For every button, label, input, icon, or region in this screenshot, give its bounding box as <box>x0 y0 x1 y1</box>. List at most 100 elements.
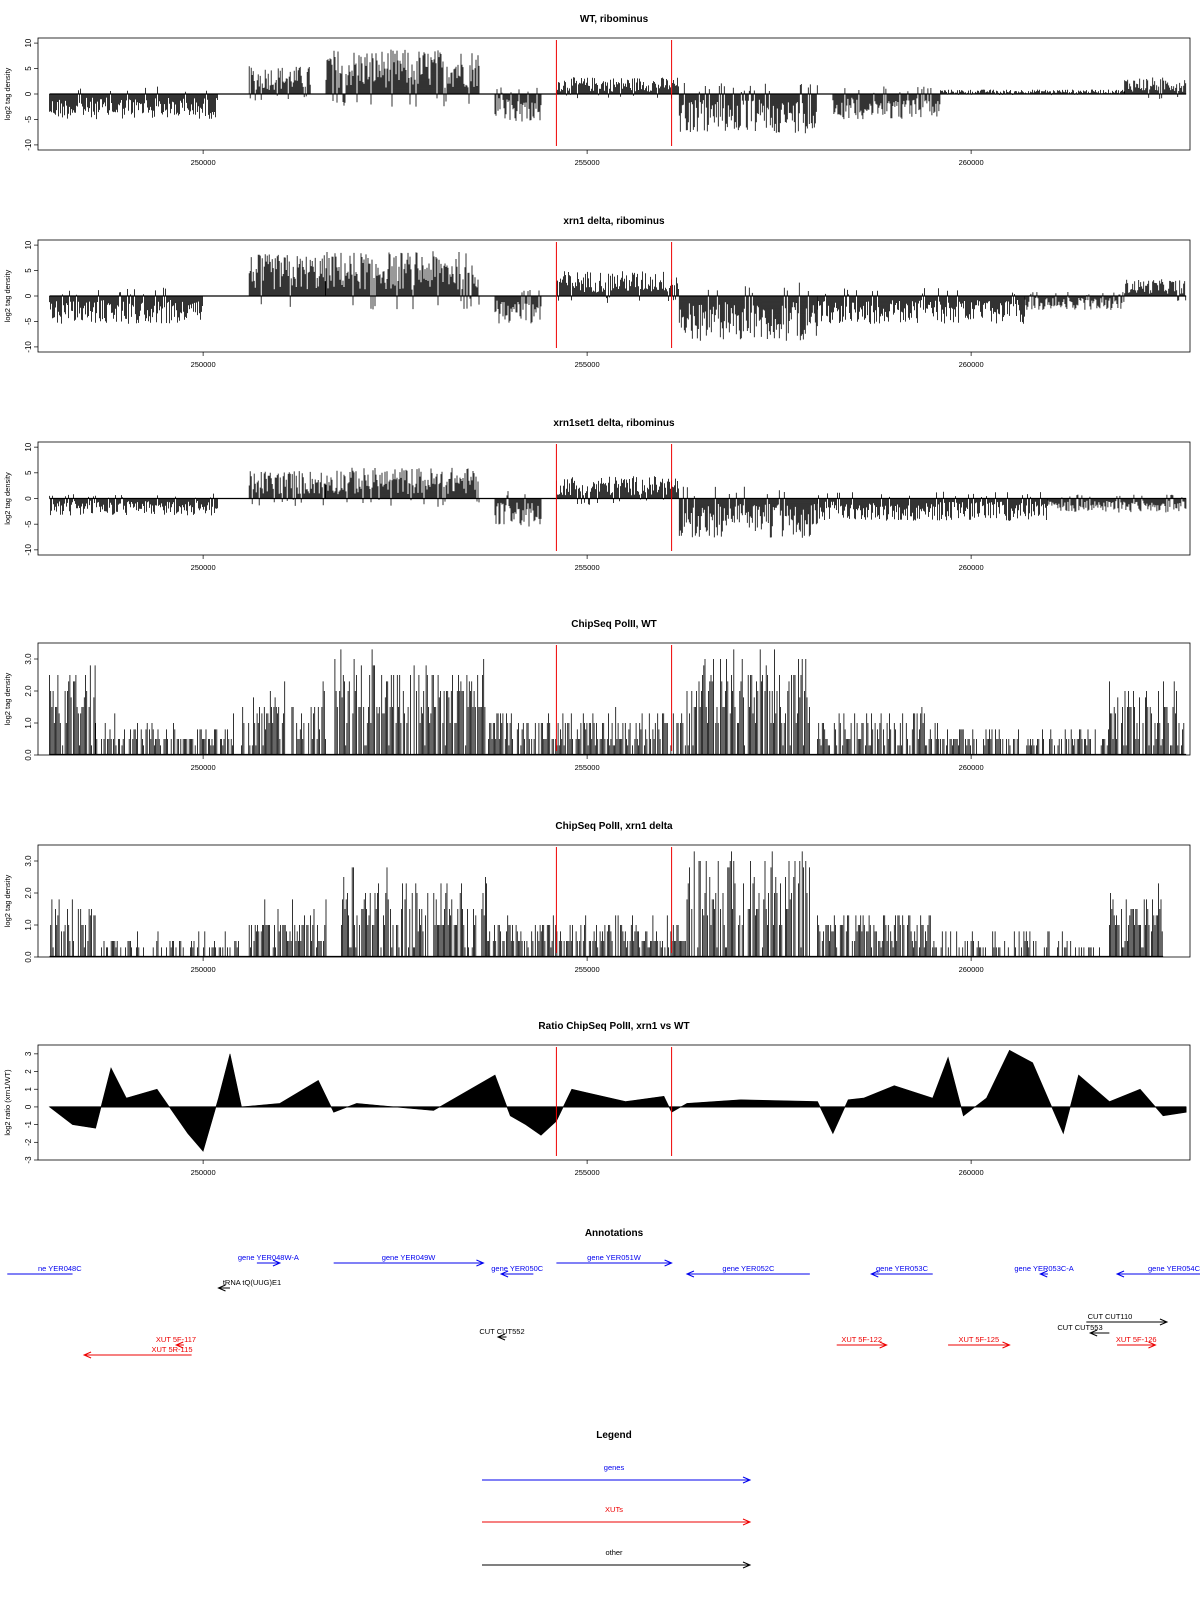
arrow-head <box>476 1259 485 1267</box>
x-tick-label: 250000 <box>191 360 216 369</box>
y-tick-label: 2 <box>24 1069 33 1074</box>
y-tick-label: 2.0 <box>24 685 33 697</box>
feature-gene: gene YER053C <box>870 1264 933 1278</box>
y-tick-label: 1.0 <box>24 717 33 729</box>
y-axis-label: log2 tag density <box>3 472 12 525</box>
feature-gene: gene YER048W-A <box>238 1253 299 1267</box>
chart-title: xrn1set1 delta, ribominus <box>553 418 675 429</box>
arrow-head <box>1148 1341 1157 1349</box>
feature-gene: gene YER050C <box>491 1264 544 1278</box>
feature-other: CUT CUT553 <box>1057 1323 1110 1337</box>
x-tick-label: 260000 <box>959 1168 984 1177</box>
arrow-head <box>1159 1318 1169 1326</box>
chart-title: ChipSeq PolII, xrn1 delta <box>555 821 673 832</box>
data-bars <box>49 49 1187 134</box>
feature-gene: gene YER051W <box>556 1253 673 1267</box>
feature-other: CUT CUT552 <box>479 1327 525 1341</box>
y-tick-label: 5 <box>24 470 33 475</box>
y-tick-label: -5 <box>24 520 33 528</box>
legend-item-label: XUTs <box>605 1505 623 1514</box>
y-tick-label: -1 <box>24 1121 33 1129</box>
x-tick-label: 250000 <box>191 965 216 974</box>
arrow-head <box>879 1341 888 1349</box>
feature-xut: XUT 5F-117 <box>156 1335 196 1349</box>
feature-other: CUT CUT110 <box>1086 1312 1169 1326</box>
arrow-head <box>870 1270 879 1278</box>
arrow-head <box>742 1561 752 1569</box>
y-tick-label: 5 <box>24 66 33 71</box>
chart-panel: xrn1set1 delta, ribominus -10 -5 0 5 10 log2 t… <box>3 418 1191 572</box>
feature-label: CUT CUT552 <box>479 1327 524 1336</box>
arrow-head <box>217 1284 226 1292</box>
feature-other: tRNA tQ(UUG)E1 <box>217 1278 281 1292</box>
y-tick-label: 10 <box>24 38 33 47</box>
y-tick-label: -5 <box>24 317 33 325</box>
legend-panel: Legend genes XUTs other <box>482 1430 752 1569</box>
x-tick-label: 255000 <box>575 763 600 772</box>
feature-gene: gene YER049W <box>333 1253 485 1267</box>
feature-label: gene YER054C <box>1148 1264 1200 1273</box>
y-tick-label: 10 <box>24 442 33 451</box>
x-tick-label: 260000 <box>959 763 984 772</box>
feature-label: gene YER048W-A <box>238 1253 299 1262</box>
y-axis-label: log2 tag density <box>3 269 12 322</box>
y-axis-label: log2 ratio (xrn1/WT) <box>3 1069 12 1136</box>
chart-panel: xrn1 delta, ribominus -10 -5 0 5 10 log2 tag d… <box>3 216 1191 369</box>
y-axis-label: log2 tag density <box>3 672 12 725</box>
x-tick-label: 250000 <box>191 563 216 572</box>
feature-label: tRNA tQ(UUG)E1 <box>223 1278 281 1287</box>
arrow-head <box>272 1259 282 1267</box>
feature-label: CUT CUT553 <box>1057 1323 1102 1332</box>
legend-item: XUTs <box>482 1505 752 1526</box>
y-tick-label: 0 <box>24 496 33 501</box>
feature-label: gene YER049W <box>382 1253 437 1262</box>
feature-xut: XUT 5R-115 <box>82 1345 193 1359</box>
y-tick-label: 0.0 <box>24 951 33 963</box>
y-tick-label: -10 <box>24 139 33 151</box>
plot-frame <box>37 642 1191 756</box>
plot-frame <box>37 1044 1191 1161</box>
x-tick-label: 255000 <box>575 965 600 974</box>
feature-label: XUT 5F-126 <box>1116 1335 1157 1344</box>
feature-gene: ne YER048C <box>7 1264 82 1275</box>
legend-item-label: other <box>605 1548 623 1557</box>
legend-item: other <box>482 1548 752 1569</box>
feature-gene: gene YER053C-A <box>1014 1264 1074 1278</box>
data-bars <box>49 251 1187 341</box>
legend-item: genes <box>482 1463 752 1484</box>
feature-label: XUT 5F-122 <box>841 1335 882 1344</box>
arrow-head <box>1002 1341 1011 1349</box>
chart-title: xrn1 delta, ribominus <box>563 216 665 227</box>
data-bars <box>50 851 1163 957</box>
y-tick-label: 5 <box>24 268 33 273</box>
feature-label: XUT 5F-125 <box>958 1335 999 1344</box>
chart-title: Ratio ChipSeq PolII, xrn1 vs WT <box>538 1021 689 1032</box>
x-tick-label: 250000 <box>191 763 216 772</box>
feature-label: CUT CUT110 <box>1088 1312 1133 1321</box>
x-tick-label: 255000 <box>575 360 600 369</box>
x-tick-label: 260000 <box>959 158 984 167</box>
y-tick-label: 0 <box>24 91 33 96</box>
y-tick-label: -5 <box>24 115 33 123</box>
feature-label: gene YER053C-A <box>1014 1264 1073 1273</box>
arrow-head <box>664 1259 673 1267</box>
feature-label: ne YER048C <box>38 1264 82 1273</box>
annotations-title: Annotations <box>585 1228 644 1239</box>
feature-xut: XUT 5F-125 <box>948 1335 1011 1349</box>
feature-label: XUT 5F-117 <box>156 1335 196 1344</box>
y-tick-label: 3 <box>24 1051 33 1056</box>
y-tick-label: -10 <box>24 341 33 353</box>
feature-label: gene YER053C <box>876 1264 929 1273</box>
x-tick-label: 260000 <box>959 965 984 974</box>
feature-gene: gene YER052C <box>685 1264 810 1278</box>
legend-item-label: genes <box>604 1463 625 1472</box>
y-axis-label: log2 tag density <box>3 67 12 120</box>
data-bars <box>49 467 1187 538</box>
annotations-panel: Annotations ne YER048C gene YER048W-A tRNA … <box>7 1228 1200 1359</box>
chart-title: WT, ribominus <box>580 14 649 25</box>
y-axis-label: log2 tag density <box>3 874 12 927</box>
chart-panel: WT, ribominus -10 -5 0 5 10 log2 tag density 25… <box>3 14 1191 167</box>
y-tick-label: 0 <box>24 1104 33 1109</box>
legend-title: Legend <box>596 1430 632 1441</box>
